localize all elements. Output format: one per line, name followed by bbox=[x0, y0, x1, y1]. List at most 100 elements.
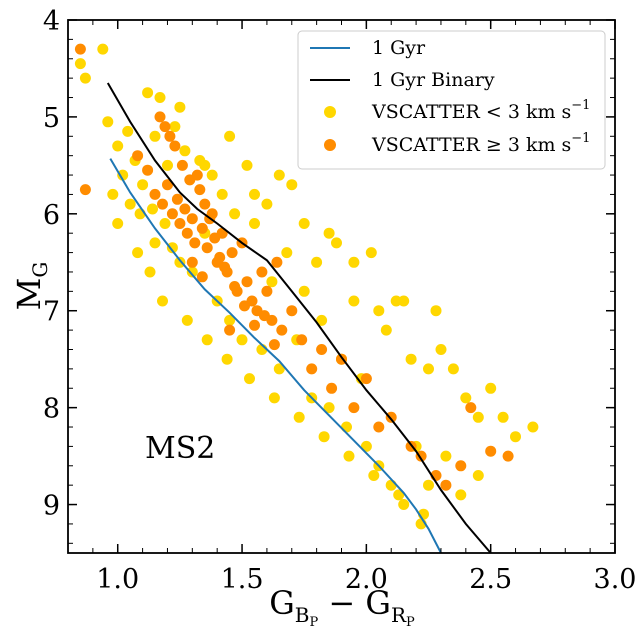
point-low-vscatter bbox=[323, 227, 335, 239]
x-axis-title-a-subsub: P bbox=[309, 615, 318, 630]
point-low-vscatter bbox=[273, 363, 285, 375]
point-low-vscatter bbox=[273, 169, 285, 181]
legend-label-binary: 1 Gyr Binary bbox=[372, 69, 495, 91]
point-low-vscatter bbox=[365, 247, 377, 259]
point-low-vscatter bbox=[102, 116, 114, 128]
point-low-vscatter bbox=[122, 125, 134, 137]
point-low-vscatter bbox=[385, 479, 397, 491]
point-low-vscatter bbox=[435, 344, 447, 355]
point-low-vscatter bbox=[181, 314, 193, 326]
point-low-vscatter bbox=[293, 411, 305, 423]
point-low-vscatter bbox=[380, 324, 392, 336]
point-high-vscatter bbox=[209, 232, 221, 244]
point-high-vscatter bbox=[189, 237, 201, 249]
axis-ticks: 1.0 1.5 2.0 2.5 3.0 4 5 6 7 8 9 bbox=[43, 6, 637, 595]
point-low-vscatter bbox=[137, 179, 149, 191]
point-low-vscatter bbox=[348, 295, 360, 307]
point-high-vscatter bbox=[154, 111, 166, 123]
point-low-vscatter bbox=[159, 218, 171, 229]
annotation-label: MS2 bbox=[145, 431, 215, 466]
y-axis-title-sub: G bbox=[28, 262, 52, 278]
point-low-vscatter bbox=[447, 363, 459, 375]
point-low-vscatter bbox=[216, 188, 228, 200]
point-low-vscatter bbox=[97, 43, 109, 55]
point-low-vscatter bbox=[241, 159, 253, 171]
point-low-vscatter bbox=[423, 363, 434, 375]
point-low-vscatter bbox=[144, 266, 156, 278]
point-high-vscatter bbox=[186, 256, 198, 268]
point-low-vscatter bbox=[331, 237, 342, 249]
point-high-vscatter bbox=[261, 285, 273, 297]
point-low-vscatter bbox=[298, 285, 310, 297]
legend-swatch-high-vscatter bbox=[324, 139, 336, 151]
point-high-vscatter bbox=[181, 227, 193, 239]
point-high-vscatter bbox=[256, 266, 268, 278]
x-tick-label: 1.0 bbox=[96, 564, 139, 595]
point-low-vscatter bbox=[201, 334, 213, 346]
point-high-vscatter bbox=[79, 184, 91, 196]
point-high-vscatter bbox=[219, 261, 231, 273]
point-low-vscatter bbox=[79, 72, 91, 84]
point-low-vscatter bbox=[455, 489, 467, 501]
point-high-vscatter bbox=[465, 402, 477, 414]
point-high-vscatter bbox=[326, 382, 338, 394]
y-axis-title-main: M bbox=[10, 278, 48, 311]
point-high-vscatter bbox=[316, 344, 328, 355]
point-high-vscatter bbox=[306, 363, 318, 375]
point-low-vscatter bbox=[368, 470, 380, 481]
x-axis-title: GBP − GRP bbox=[269, 584, 415, 630]
point-low-vscatter bbox=[266, 276, 278, 288]
point-high-vscatter bbox=[241, 276, 253, 288]
point-high-vscatter bbox=[157, 198, 168, 210]
point-high-vscatter bbox=[268, 339, 280, 351]
point-low-vscatter bbox=[281, 247, 293, 259]
point-high-vscatter bbox=[132, 150, 144, 162]
point-high-vscatter bbox=[249, 319, 260, 331]
y-tick-label: 5 bbox=[43, 103, 60, 134]
point-low-vscatter bbox=[323, 402, 335, 414]
point-high-vscatter bbox=[194, 184, 206, 196]
legend-swatch-low-vscatter bbox=[324, 106, 336, 118]
point-high-vscatter bbox=[162, 179, 173, 191]
x-tick-label: 3.0 bbox=[594, 564, 637, 595]
point-low-vscatter bbox=[249, 218, 260, 229]
point-high-vscatter bbox=[276, 324, 288, 336]
legend-box bbox=[297, 30, 606, 170]
x-tick-label: 2.5 bbox=[469, 564, 512, 595]
y-axis-title: MG bbox=[10, 262, 52, 311]
point-low-vscatter bbox=[298, 218, 310, 229]
point-low-vscatter bbox=[423, 479, 434, 491]
point-low-vscatter bbox=[341, 421, 352, 433]
point-high-vscatter bbox=[485, 445, 497, 457]
point-high-vscatter bbox=[229, 281, 241, 292]
point-high-vscatter bbox=[142, 164, 154, 176]
point-high-vscatter bbox=[296, 334, 308, 346]
point-low-vscatter bbox=[393, 489, 405, 501]
point-high-vscatter bbox=[440, 479, 452, 491]
point-low-vscatter bbox=[430, 305, 442, 317]
point-low-vscatter bbox=[74, 58, 86, 70]
point-high-vscatter bbox=[171, 193, 183, 205]
point-high-vscatter bbox=[224, 324, 236, 336]
x-axis-title-b: G bbox=[365, 584, 391, 622]
x-axis-title-minus: − bbox=[318, 584, 365, 622]
point-low-vscatter bbox=[142, 87, 154, 99]
point-low-vscatter bbox=[373, 305, 385, 317]
point-high-vscatter bbox=[166, 208, 178, 220]
point-low-vscatter bbox=[405, 353, 417, 365]
y-tick-label: 6 bbox=[43, 200, 60, 231]
point-high-vscatter bbox=[191, 169, 203, 181]
point-low-vscatter bbox=[249, 188, 260, 200]
point-high-vscatter bbox=[239, 300, 250, 312]
x-axis-title-b-subsub: P bbox=[406, 615, 415, 630]
point-high-vscatter bbox=[271, 256, 283, 268]
point-high-vscatter bbox=[186, 213, 198, 225]
point-high-vscatter bbox=[373, 421, 385, 433]
legend-label-low-text: VSCATTER < 3 km s bbox=[371, 101, 571, 123]
point-low-vscatter bbox=[268, 392, 280, 404]
point-low-vscatter bbox=[186, 266, 198, 278]
point-high-vscatter bbox=[201, 242, 213, 254]
point-low-vscatter bbox=[149, 237, 161, 249]
legend: 1 Gyr 1 Gyr Binary VSCATTER < 3 km s−1 V… bbox=[297, 30, 606, 170]
point-low-vscatter bbox=[221, 353, 233, 365]
